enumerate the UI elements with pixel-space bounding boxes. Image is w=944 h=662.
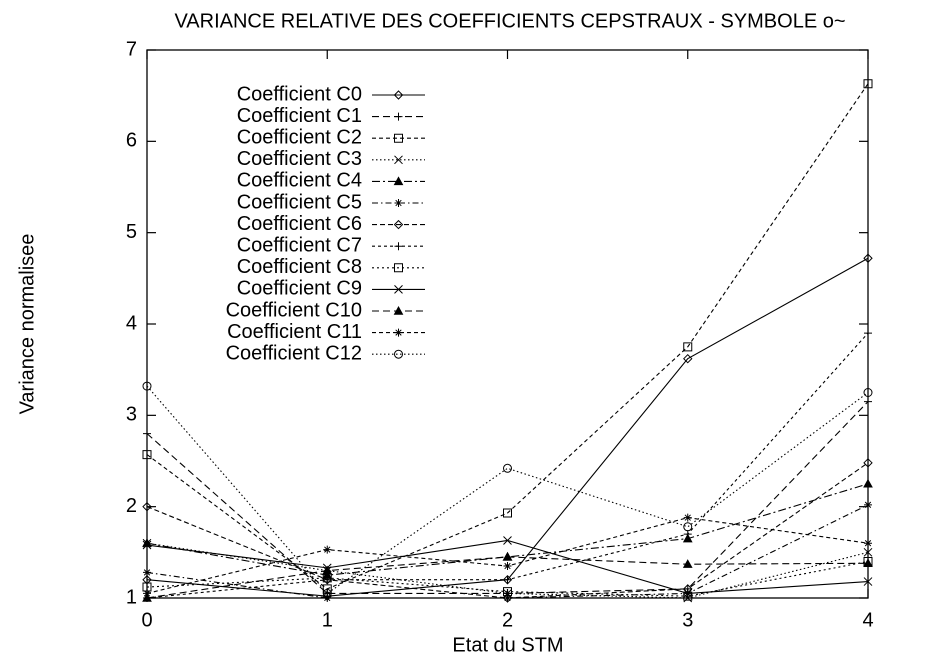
x-axis-label: Etat du STM (452, 634, 563, 656)
point-marker (322, 588, 332, 598)
point-marker (394, 328, 403, 337)
point-marker (864, 329, 872, 338)
point-marker (503, 562, 512, 571)
point-marker (142, 450, 152, 460)
point-marker (863, 79, 873, 89)
y-tick-label: 5 (126, 221, 137, 243)
legend-label: Coefficient C7 (237, 234, 362, 256)
x-tick-label: 1 (322, 609, 333, 631)
x-tick-label: 4 (862, 609, 873, 631)
point-marker (864, 539, 872, 548)
point-marker (142, 381, 152, 391)
y-tick-label: 7 (126, 38, 137, 60)
point-marker (863, 478, 873, 488)
point-marker (393, 305, 404, 315)
series-line (146, 560, 869, 597)
point-marker (503, 508, 512, 518)
point-marker (503, 575, 512, 584)
point-marker (323, 594, 332, 602)
point-marker (503, 536, 512, 545)
x-tick-label: 3 (682, 609, 693, 631)
point-marker (142, 540, 152, 550)
point-marker (683, 589, 693, 598)
legend-label: Coefficient C6 (237, 213, 362, 235)
point-marker (503, 587, 512, 597)
point-marker (394, 242, 403, 251)
legend-label: Coefficient C0 (237, 83, 362, 105)
point-marker (143, 429, 151, 438)
point-marker (142, 592, 152, 602)
legend-label: Coefficient C11 (227, 321, 362, 343)
point-marker (683, 353, 693, 364)
point-marker (394, 199, 403, 207)
point-marker (682, 559, 693, 568)
y-tick-label: 4 (126, 312, 137, 334)
point-marker (143, 568, 151, 577)
legend-label: Coefficient C5 (237, 191, 362, 213)
point-marker (683, 513, 692, 522)
x-tick-label: 2 (502, 609, 513, 631)
point-marker (394, 155, 403, 165)
y-tick-label: 3 (126, 404, 137, 426)
legend-label: Coefficient C10 (226, 299, 362, 321)
point-marker (142, 575, 152, 585)
point-marker (864, 397, 872, 406)
point-marker (863, 253, 873, 263)
y-tick-label: 6 (126, 130, 137, 152)
legend-label: Coefficient C1 (237, 105, 362, 127)
legend-label: Coefficient C9 (237, 278, 362, 300)
point-marker (142, 501, 152, 512)
point-marker (143, 589, 151, 598)
legend-label: Coefficient C3 (237, 148, 362, 170)
legend-label: Coefficient C4 (237, 170, 362, 192)
point-marker (683, 522, 693, 532)
point-marker (393, 176, 404, 186)
point-marker (394, 349, 403, 359)
y-tick-label: 1 (126, 586, 137, 608)
point-marker (502, 551, 513, 561)
point-marker (323, 545, 332, 554)
series-line (146, 504, 869, 599)
point-marker (864, 500, 872, 509)
point-marker (682, 533, 693, 543)
point-marker (394, 263, 403, 273)
series-line (146, 462, 869, 599)
point-marker (393, 219, 404, 230)
point-marker (863, 547, 873, 557)
series-line (146, 83, 869, 590)
chart-title: VARIANCE RELATIVE DES COEFFICIENTS CEPST… (174, 10, 845, 32)
point-marker (394, 133, 403, 143)
legend-label: Coefficient C2 (237, 126, 362, 148)
point-marker (863, 558, 873, 567)
point-marker (863, 388, 873, 397)
point-marker (394, 112, 403, 121)
point-marker (683, 530, 692, 539)
point-marker (393, 90, 404, 100)
point-marker (142, 582, 152, 592)
legend-label: Coefficient C12 (226, 342, 362, 364)
point-marker (503, 463, 512, 473)
point-marker (863, 577, 873, 586)
point-marker (394, 285, 403, 294)
point-marker (863, 458, 873, 468)
point-marker (683, 342, 693, 352)
point-marker (502, 593, 513, 603)
x-tick-label: 0 (141, 609, 152, 631)
point-marker (322, 565, 333, 575)
point-marker (503, 594, 512, 602)
y-axis-label: Variance normalisee (16, 234, 38, 415)
legend-label: Coefficient C8 (237, 256, 362, 278)
y-tick-label: 2 (126, 495, 137, 517)
